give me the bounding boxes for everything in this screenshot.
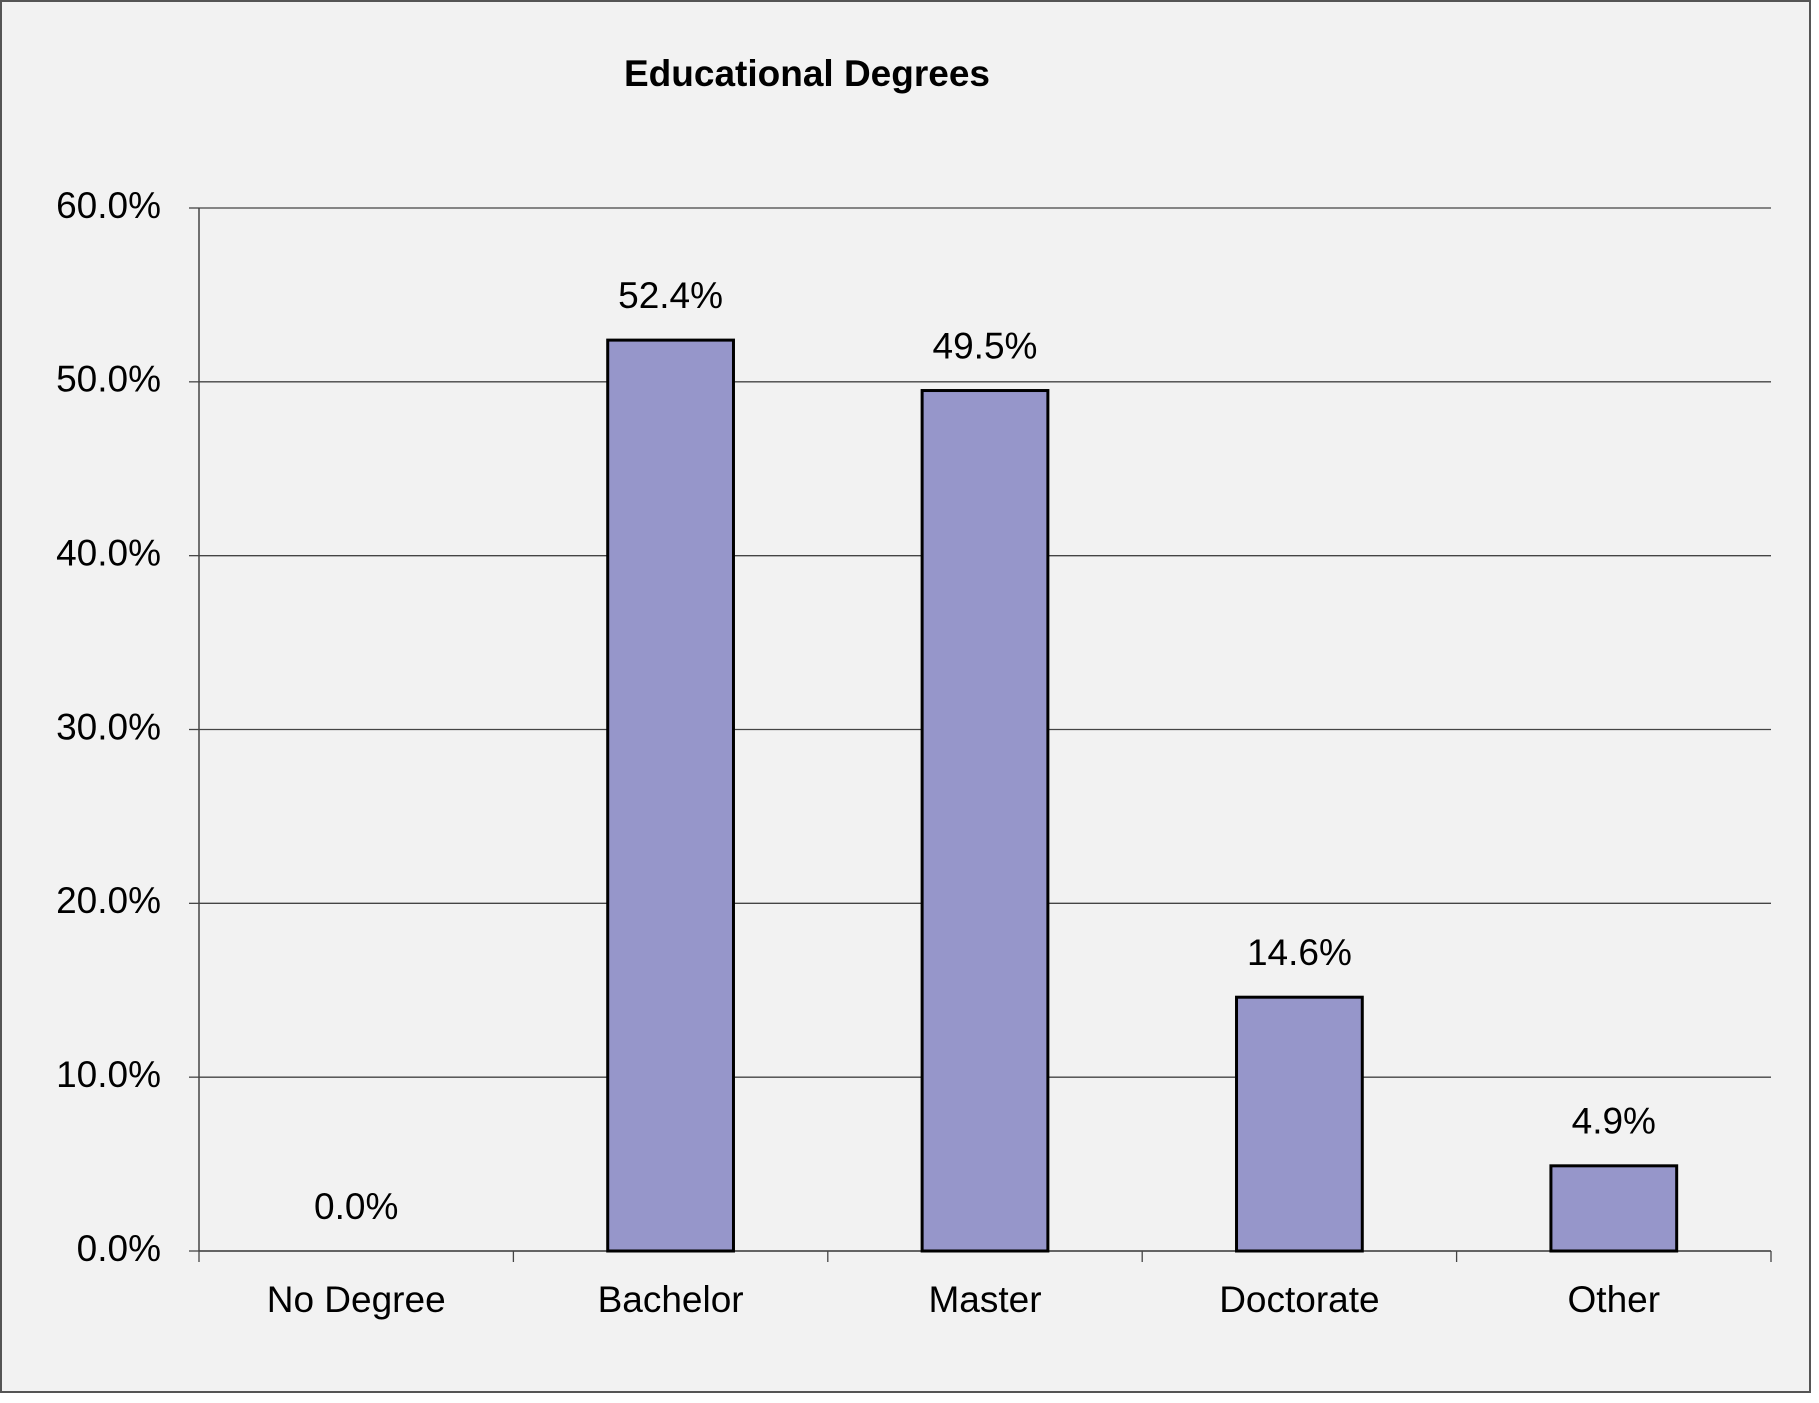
y-tick-label: 40.0% <box>56 532 161 573</box>
y-tick-label: 50.0% <box>56 359 161 400</box>
x-tick-label: Doctorate <box>1219 1279 1379 1320</box>
y-tick-label: 10.0% <box>56 1054 161 1095</box>
y-tick-label: 60.0% <box>56 185 161 226</box>
x-tick-label: Other <box>1568 1279 1661 1320</box>
bar <box>1235 995 1364 1253</box>
bar <box>920 389 1050 1253</box>
data-label: 4.9% <box>1572 1101 1656 1142</box>
data-label: 14.6% <box>1247 932 1352 973</box>
chart-title: Educational Degrees <box>624 53 990 94</box>
data-label: 52.4% <box>618 275 723 316</box>
y-tick-label: 20.0% <box>56 880 161 921</box>
bar <box>606 338 735 1253</box>
data-label: 0.0% <box>314 1186 398 1227</box>
data-label: 49.5% <box>933 325 1038 366</box>
y-tick-label: 0.0% <box>77 1228 161 1269</box>
bar <box>1549 1164 1679 1253</box>
y-tick-label: 30.0% <box>56 706 161 747</box>
x-tick-label: Bachelor <box>598 1279 744 1320</box>
x-tick-label: Master <box>928 1279 1041 1320</box>
x-tick-label: No Degree <box>267 1279 446 1320</box>
